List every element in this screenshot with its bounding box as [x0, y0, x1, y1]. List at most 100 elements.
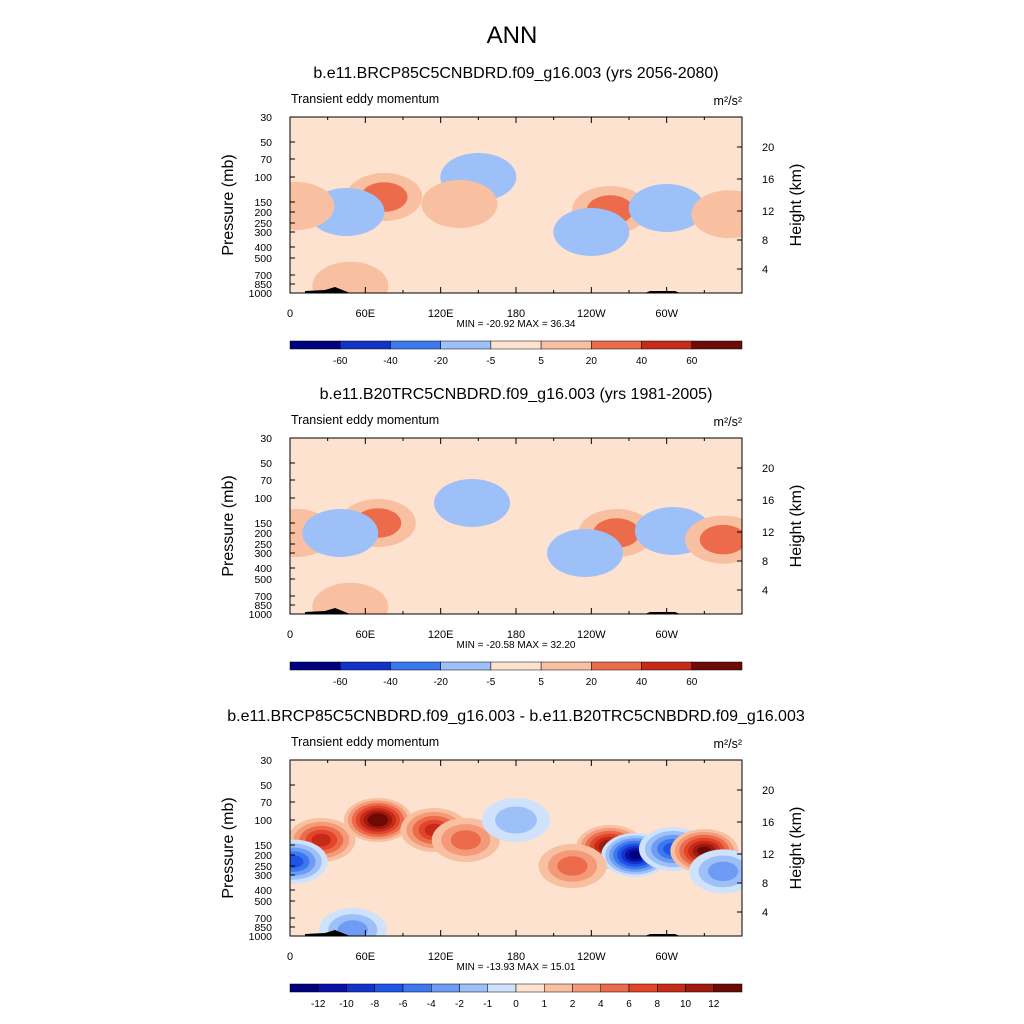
- stats-label: MIN = -20.58 MAX = 32.20: [457, 640, 576, 651]
- y2-tick-label: 20: [762, 785, 774, 797]
- colorbar-label: 60: [686, 677, 698, 688]
- units-label: m²/s²: [714, 737, 742, 751]
- colorbar-label: -1: [483, 999, 492, 1010]
- contour-level: [557, 856, 588, 876]
- x-tick-label: 120W: [577, 308, 606, 320]
- panel-title: b.e11.BRCP85C5CNBDRD.f09_g16.003 - b.e11…: [227, 708, 805, 725]
- colorbar-label: -4: [427, 999, 436, 1010]
- colorbar-swatch: [591, 340, 642, 350]
- x-tick-label: 60W: [655, 308, 678, 320]
- y2-tick-label: 12: [762, 527, 774, 539]
- colorbar-swatch: [540, 340, 592, 350]
- contour-field: [290, 438, 742, 614]
- panel-subtitle: Transient eddy momentum: [291, 92, 439, 106]
- y2-axis-label: Height (km): [788, 164, 805, 247]
- y2-tick-label: 12: [762, 206, 774, 218]
- colorbar-swatch: [390, 661, 441, 671]
- y-axis-label: Pressure (mb): [220, 154, 237, 255]
- colorbar-label: 5: [538, 356, 544, 367]
- colorbar-label: -40: [383, 677, 398, 688]
- y-tick-label: 250: [254, 218, 272, 230]
- y-tick-label: 250: [254, 539, 272, 551]
- y-axis-label: Pressure (mb): [220, 475, 237, 576]
- y-tick-label: 30: [260, 755, 272, 767]
- y2-tick-label: 8: [762, 878, 768, 890]
- colorbar-swatch: [515, 983, 545, 993]
- colorbar-swatch: [641, 661, 693, 671]
- contour-level: [699, 524, 742, 555]
- contour-blobs: [290, 798, 742, 936]
- contour-level: [628, 850, 642, 860]
- y-tick-label: 1000: [249, 609, 273, 621]
- x-tick-label: 180: [507, 629, 525, 641]
- y2-tick-label: 16: [762, 495, 774, 507]
- colorbar-label: 1: [541, 999, 547, 1010]
- colorbar: -12 -10 -8 -6 -4 -2 -1 0 1 2 4 6 8 10 12: [289, 983, 743, 1010]
- colorbar-swatch: [289, 340, 341, 350]
- colorbar-label: 2: [570, 999, 576, 1010]
- y2-tick-label: 4: [762, 585, 768, 597]
- colorbar-label: -20: [433, 356, 448, 367]
- y-tick-label: 100: [254, 493, 272, 505]
- colorbar-swatch: [459, 983, 488, 993]
- units-label: m²/s²: [714, 94, 742, 108]
- y2-axis: 4 8 12 16 20 Height (km): [737, 463, 805, 597]
- colorbar-label: -2: [455, 999, 464, 1010]
- y2-axis: 4 8 12 16 20 Height (km): [737, 785, 805, 919]
- panel-subtitle: Transient eddy momentum: [291, 735, 439, 749]
- contour-level: [312, 261, 389, 293]
- x-tick-label: 0: [287, 951, 293, 963]
- figure-title: ANN: [487, 22, 538, 49]
- contour-level: [311, 833, 332, 847]
- y-tick-label: 50: [260, 458, 272, 470]
- y-tick-label: 70: [260, 475, 272, 487]
- y2-axis: 4 8 12 16 20 Height (km): [737, 142, 805, 276]
- colorbar-swatch: [390, 340, 441, 350]
- colorbar-swatch: [339, 340, 391, 350]
- y-tick-label: 300: [254, 870, 272, 882]
- y-tick-label: 400: [254, 242, 272, 254]
- x-axis: 0 60E 120E 180 120W 60W: [287, 760, 705, 963]
- y2-tick-label: 20: [762, 142, 774, 154]
- colorbar-swatch: [691, 340, 743, 350]
- chart-panel-2: b.e11.B20TRC5CNBDRD.f09_g16.003 (yrs 198…: [220, 386, 805, 688]
- colorbar-swatch: [318, 983, 347, 993]
- y2-tick-label: 4: [762, 907, 768, 919]
- stats-label: MIN = -13.93 MAX = 15.01: [457, 962, 576, 973]
- contour-level: [290, 855, 304, 868]
- y-tick-label: 150: [254, 518, 272, 530]
- contour-field: [290, 760, 742, 936]
- topography: [305, 930, 680, 936]
- contour-level: [337, 920, 368, 936]
- colorbar-label: 60: [686, 356, 698, 367]
- colorbar-label: -5: [486, 356, 495, 367]
- chart-panel-1: b.e11.BRCP85C5CNBDRD.f09_g16.003 (yrs 20…: [220, 65, 805, 367]
- y-tick-label: 300: [254, 227, 272, 239]
- x-tick-label: 120W: [577, 629, 606, 641]
- colorbar-swatch: [572, 983, 601, 993]
- contour-level: [302, 509, 379, 557]
- colorbar-label: 5: [538, 677, 544, 688]
- x-tick-label: 60E: [356, 308, 376, 320]
- y-tick-label: 50: [260, 780, 272, 792]
- y-tick-label: 700: [254, 591, 272, 603]
- x-tick-label: 60E: [356, 951, 376, 963]
- y-tick-label: 400: [254, 885, 272, 897]
- colorbar: -60 -40 -20 -5 5 20 40 60: [289, 340, 743, 367]
- x-tick-label: 0: [287, 308, 293, 320]
- colorbar-label: -6: [399, 999, 408, 1010]
- colorbar-label: 20: [586, 677, 598, 688]
- panel-subtitle: Transient eddy momentum: [291, 413, 439, 427]
- colorbar-swatch: [346, 983, 375, 993]
- x-axis: 0 60E 120E 180 120W 60W: [287, 117, 705, 320]
- x-tick-label: 180: [507, 951, 525, 963]
- colorbar-swatch: [402, 983, 432, 993]
- y2-tick-label: 8: [762, 235, 768, 247]
- y-tick-label: 400: [254, 563, 272, 575]
- colorbar-swatch: [431, 983, 460, 993]
- colorbar-label: 40: [636, 356, 648, 367]
- topography: [305, 608, 680, 614]
- colorbar-label: -60: [333, 356, 348, 367]
- colorbar-label: -10: [339, 999, 354, 1010]
